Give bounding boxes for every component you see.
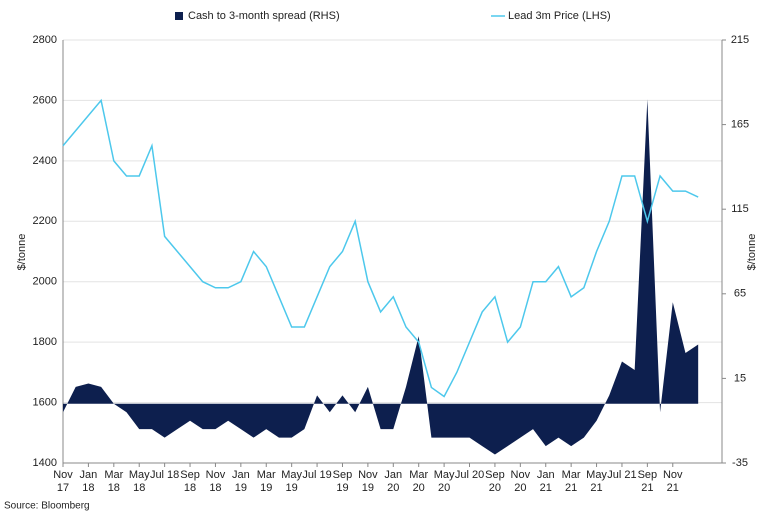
legend-label: Cash to 3-month spread (RHS)	[188, 10, 340, 22]
x-tick-label: Nov 20	[510, 469, 531, 494]
x-tick-label: Mar 20	[409, 469, 429, 494]
x-tick-label: Nov 17	[53, 469, 73, 494]
x-tick-label: Jul 20	[454, 469, 485, 481]
x-tick-label: Mar 21	[561, 469, 581, 494]
y-tick-label: 1400	[33, 457, 57, 469]
source-note: Source: Bloomberg	[4, 501, 90, 512]
y2-tick-label: -35	[732, 457, 748, 469]
y-tick-label: 1800	[33, 336, 57, 348]
y-tick-label: 1600	[33, 396, 57, 408]
y2-tick-label: 65	[734, 288, 746, 300]
x-tick-label: Nov 18	[205, 469, 226, 494]
spread-area	[63, 99, 699, 455]
x-tick-label: Sep 20	[485, 469, 505, 494]
y-tick-label: 2000	[33, 276, 57, 288]
y-tick-label: 2400	[33, 155, 57, 167]
x-tick-label: Jan 19	[231, 469, 250, 494]
x-tick-label: May 20	[433, 469, 455, 494]
x-tick-label: May 19	[281, 469, 303, 494]
y2-tick-label: 15	[734, 372, 746, 384]
x-tick-label: May 18	[128, 469, 150, 494]
x-tick-label: Sep 19	[332, 469, 353, 494]
x-tick-label: Mar 18	[104, 469, 124, 494]
x-tick-label: Jul 18	[149, 469, 180, 481]
legend-label: Lead 3m Price (LHS)	[508, 10, 611, 22]
y-tick-label: 2200	[33, 215, 57, 227]
y2-axis-title: $/tonne	[746, 234, 758, 271]
x-tick-label: Nov 19	[358, 469, 378, 494]
x-tick-label: Sep 21	[637, 469, 658, 494]
x-tick-label: Jul 19	[302, 469, 332, 481]
y-axis-title: $/tonne	[16, 234, 28, 271]
x-tick-label: Jan 20	[384, 469, 403, 494]
x-tick-label: May 21	[586, 469, 607, 494]
legend-swatch	[175, 12, 183, 20]
x-tick-label: Jul 21	[607, 469, 637, 481]
y-tick-label: 2600	[33, 94, 57, 106]
x-tick-label: Jan 18	[79, 469, 98, 494]
x-tick-label: Jan 21	[536, 469, 555, 494]
y2-tick-label: 115	[731, 203, 749, 215]
x-tick-label: Sep 18	[180, 469, 200, 494]
y2-tick-label: 215	[731, 34, 749, 46]
x-tick-label: Nov 21	[662, 469, 683, 494]
y2-tick-label: 165	[731, 119, 749, 131]
y-tick-label: 2800	[33, 34, 57, 46]
price-line	[62, 98, 699, 398]
x-tick-label: Mar 19	[256, 469, 276, 494]
